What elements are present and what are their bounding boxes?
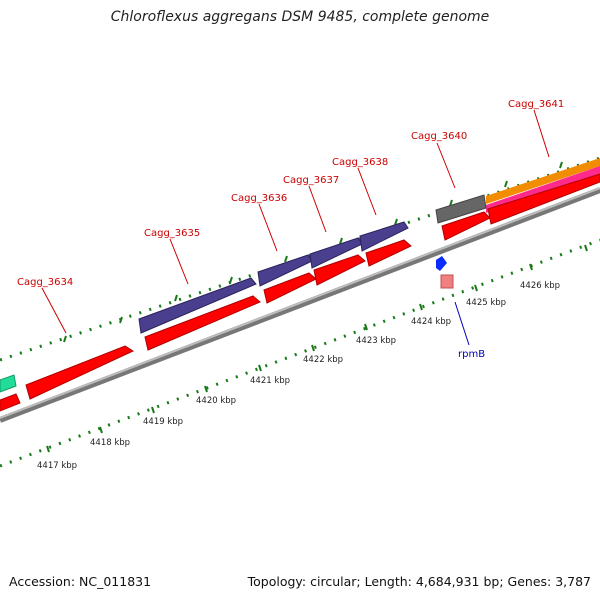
kbp-label: 4417 kbp <box>37 461 77 471</box>
genome-summary: Topology: circular; Length: 4,684,931 bp… <box>247 574 591 589</box>
gene-arrow[interactable] <box>138 277 257 334</box>
rpmb-rna-pink[interactable] <box>440 274 454 289</box>
kbp-label: 4423 kbp <box>356 336 396 346</box>
gene-label-cagg3636: Cagg_3636 <box>231 193 287 204</box>
cds-arrows <box>0 173 600 412</box>
genome-backbone <box>0 187 600 423</box>
map-title: Chloroflexus aggregans DSM 9485, complet… <box>110 9 490 25</box>
cds-arrow[interactable] <box>313 254 366 286</box>
cds-arrow[interactable] <box>25 345 135 400</box>
gene-grey[interactable] <box>435 194 487 224</box>
gene-label-cagg3637: Cagg_3637 <box>283 175 339 186</box>
kbp-label: 4425 kbp <box>466 298 506 308</box>
rpmb-leader <box>454 301 470 346</box>
outer-major-ticks <box>63 161 563 343</box>
gene-teal-left[interactable] <box>0 374 17 393</box>
gene-arrows <box>138 221 409 334</box>
cds-arrow[interactable] <box>365 239 412 267</box>
gene-label-cagg3634: Cagg_3634 <box>17 277 73 288</box>
kbp-label: 4418 kbp <box>90 438 130 448</box>
kbp-label: 4426 kbp <box>520 281 560 291</box>
gene-arrow[interactable] <box>359 221 409 252</box>
kbp-label: 4422 kbp <box>303 355 343 365</box>
cds-arrow[interactable] <box>144 295 261 351</box>
gene-label-cagg3635: Cagg_3635 <box>144 228 200 239</box>
gene-label-cagg3640: Cagg_3640 <box>411 131 467 142</box>
kbp-label-group: 4417 kbp 4418 kbp 4419 kbp 4420 kbp 4421… <box>37 281 560 471</box>
gene-label-group: Cagg_3634 Cagg_3635 Cagg_3636 Cagg_3637 … <box>17 99 564 288</box>
gene-label-rpmb: rpmB <box>458 349 485 360</box>
cds-arrow[interactable] <box>0 393 21 412</box>
gene-label-cagg3638: Cagg_3638 <box>332 157 388 168</box>
kbp-label: 4419 kbp <box>143 417 183 427</box>
rpmb-arrow-blue[interactable] <box>436 256 447 271</box>
cds-arrow[interactable] <box>487 173 600 225</box>
inner-tick-track <box>0 238 600 468</box>
label-leaders <box>41 109 550 334</box>
kbp-label: 4424 kbp <box>411 317 451 327</box>
kbp-label: 4421 kbp <box>250 376 290 386</box>
accession-label: Accession: NC_011831 <box>9 574 152 589</box>
kbp-label: 4420 kbp <box>196 396 236 406</box>
inner-major-ticks <box>46 244 588 453</box>
gene-label-cagg3641: Cagg_3641 <box>508 99 564 110</box>
